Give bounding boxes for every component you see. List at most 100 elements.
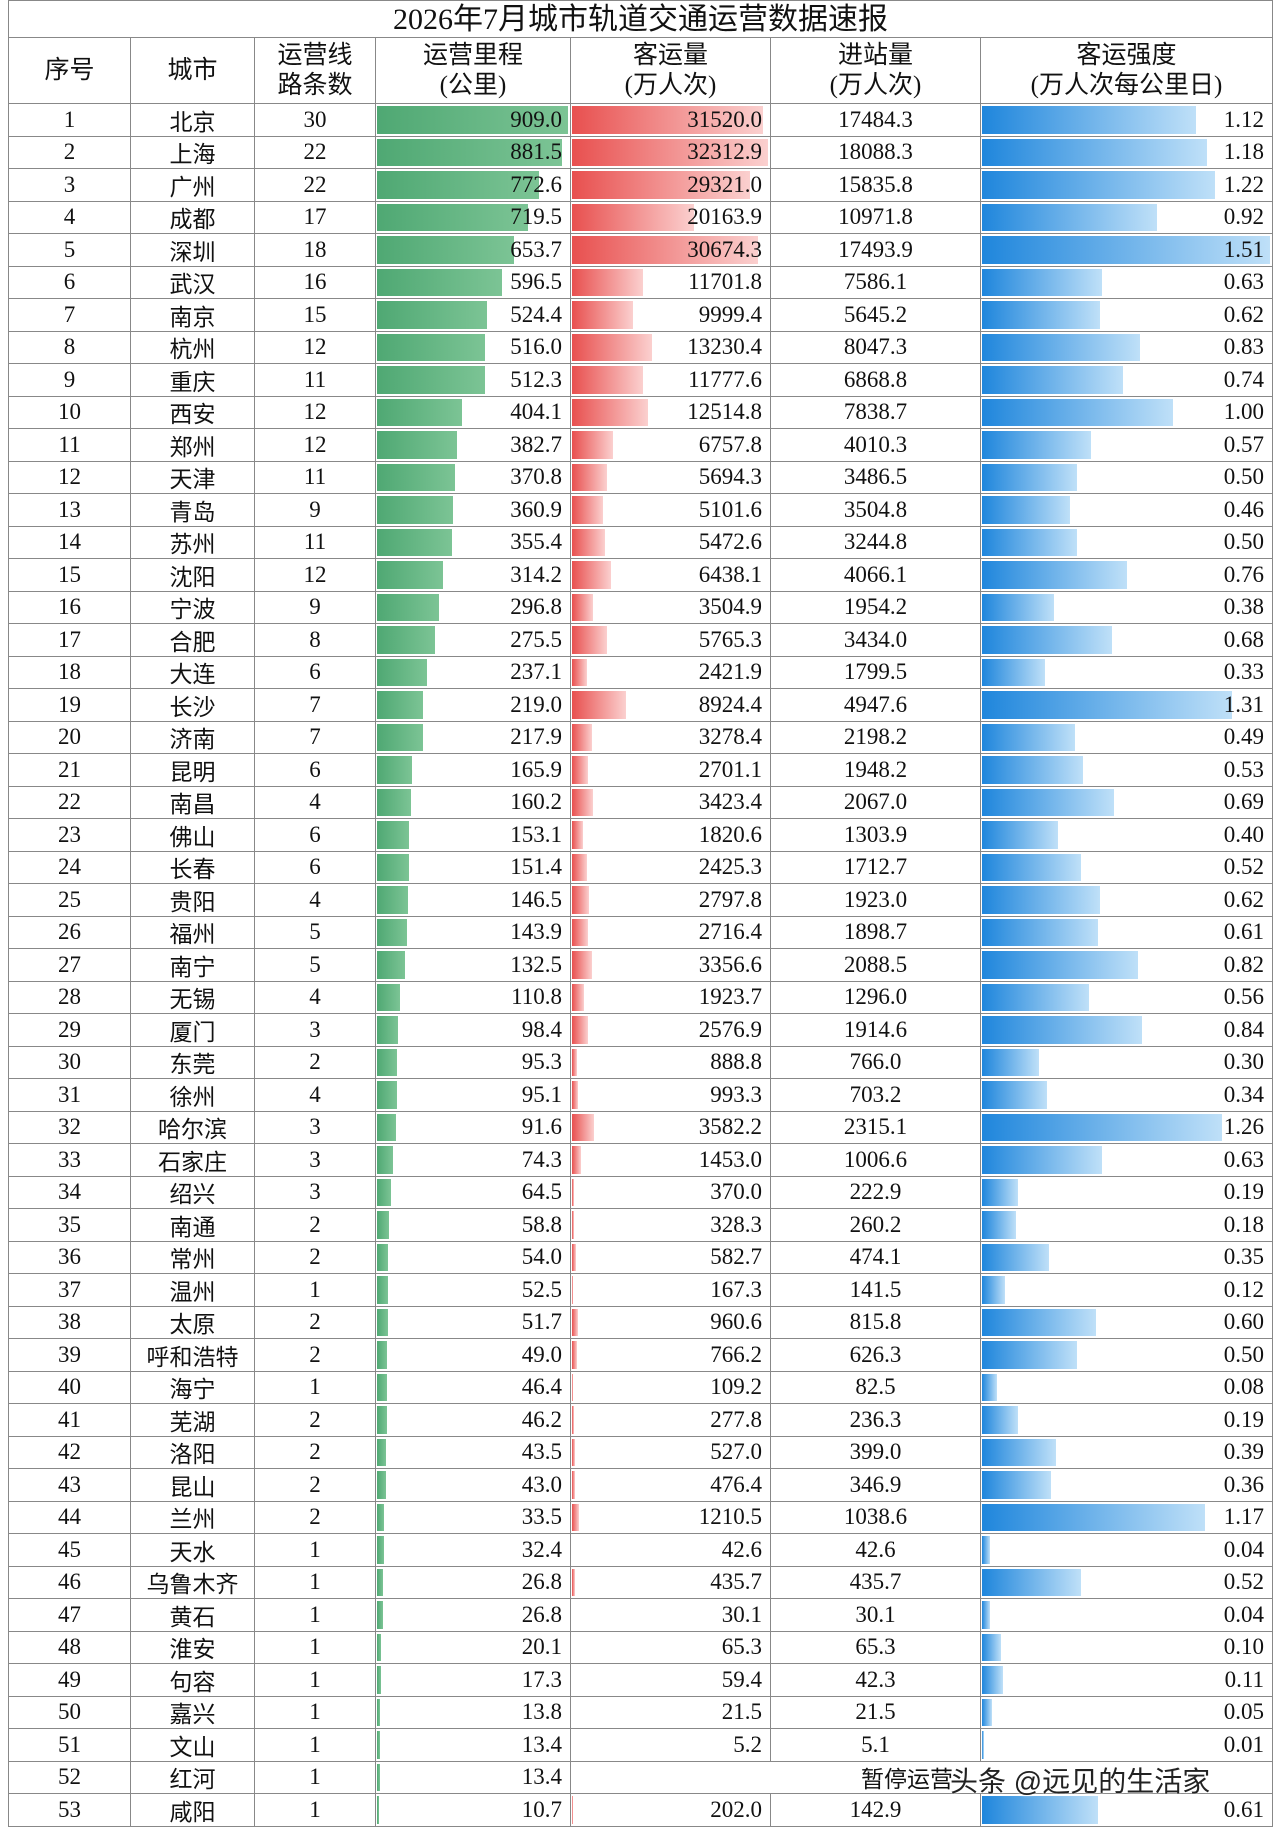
data-bar bbox=[982, 1373, 998, 1401]
table-cell: 0.74 bbox=[981, 364, 1273, 397]
cell-text: 7 bbox=[309, 724, 321, 750]
cell-text: 909.0 bbox=[510, 106, 562, 132]
header-cell: 客运强度 (万人次每公里日) bbox=[981, 38, 1273, 104]
cell-text: 1 bbox=[309, 1699, 321, 1725]
cell-text: 53 bbox=[58, 1796, 81, 1822]
data-bar bbox=[377, 366, 485, 394]
table-cell: 435.7 bbox=[571, 1566, 771, 1599]
cell-text: 2 bbox=[309, 1504, 321, 1530]
table-cell: 703.2 bbox=[771, 1079, 981, 1112]
cell-text: 1799.5 bbox=[843, 659, 908, 685]
table-cell: 0.68 bbox=[981, 624, 1273, 657]
cell-text: 文山 bbox=[169, 1734, 216, 1760]
table-cell: 0.62 bbox=[981, 884, 1273, 917]
cell-text: 2701.1 bbox=[698, 756, 762, 782]
table-cell: 382.7 bbox=[376, 429, 571, 462]
cell-text: 3278.4 bbox=[698, 724, 762, 750]
table-cell: 0.61 bbox=[981, 916, 1273, 949]
table-cell: 82.5 bbox=[771, 1371, 981, 1404]
cell-text: 2 bbox=[309, 1244, 321, 1270]
table-cell: 20163.9 bbox=[571, 201, 771, 234]
table-cell: 146.5 bbox=[376, 884, 571, 917]
note-cell: 暂停运营 bbox=[571, 1761, 1273, 1794]
table-cell: 16 bbox=[255, 266, 376, 299]
table-cell: 石家庄 bbox=[131, 1144, 255, 1177]
data-bar bbox=[377, 1438, 387, 1466]
table-cell: 8047.3 bbox=[771, 331, 981, 364]
header-text: 进站量 bbox=[837, 41, 913, 69]
cell-text: 370.0 bbox=[710, 1179, 762, 1205]
cell-text: 29 bbox=[58, 1016, 81, 1042]
header-text: 序号 bbox=[44, 56, 95, 84]
table-cell: 35 bbox=[8, 1209, 131, 1242]
table-cell: 31520.0 bbox=[571, 104, 771, 137]
data-bar bbox=[572, 951, 593, 979]
cell-text: 49.0 bbox=[521, 1341, 562, 1367]
table-cell: 1898.7 bbox=[771, 916, 981, 949]
data-bar bbox=[572, 723, 592, 751]
data-bar bbox=[377, 1763, 380, 1791]
data-bar bbox=[982, 106, 1196, 134]
data-bar bbox=[982, 1016, 1143, 1044]
data-bar bbox=[982, 203, 1158, 231]
data-bar bbox=[982, 301, 1101, 329]
data-bar bbox=[982, 1243, 1049, 1271]
cell-text: 370.8 bbox=[510, 464, 562, 490]
table-cell: 0.33 bbox=[981, 656, 1273, 689]
cell-text: 719.5 bbox=[510, 204, 562, 230]
cell-text: 0.76 bbox=[1223, 561, 1264, 587]
cell-text: 济南 bbox=[169, 727, 216, 753]
cell-text: 0.19 bbox=[1223, 1406, 1264, 1432]
data-bar bbox=[982, 1308, 1097, 1336]
table-cell: 13.4 bbox=[376, 1761, 571, 1794]
cell-text: 8924.4 bbox=[698, 691, 762, 717]
cell-text: 703.2 bbox=[849, 1081, 902, 1107]
cell-text: 142.9 bbox=[849, 1796, 902, 1822]
table-cell: 36 bbox=[8, 1241, 131, 1274]
table-cell: 青岛 bbox=[131, 494, 255, 527]
table-cell: 1 bbox=[255, 1566, 376, 1599]
table-cell: 徐州 bbox=[131, 1079, 255, 1112]
cell-text: 0.35 bbox=[1223, 1244, 1264, 1270]
table-cell: 海宁 bbox=[131, 1371, 255, 1404]
data-bar bbox=[982, 1081, 1047, 1109]
cell-text: 20163.9 bbox=[687, 204, 762, 230]
table-cell: 0.36 bbox=[981, 1469, 1273, 1502]
table-cell: 4066.1 bbox=[771, 559, 981, 592]
cell-text: 石家庄 bbox=[158, 1149, 227, 1175]
cell-text: 2067.0 bbox=[843, 789, 908, 815]
cell-text: 5.2 bbox=[733, 1731, 762, 1757]
data-bar bbox=[572, 528, 606, 556]
cell-text: 1.22 bbox=[1223, 171, 1264, 197]
table-cell: 38 bbox=[8, 1306, 131, 1339]
data-bar bbox=[377, 398, 462, 426]
cell-text: 32312.9 bbox=[687, 139, 762, 165]
watermark: 头条 @远见的生活家 bbox=[950, 1765, 1211, 1797]
cell-text: 6757.8 bbox=[698, 431, 762, 457]
cell-text: 881.5 bbox=[510, 139, 562, 165]
cell-text: 42.6 bbox=[721, 1536, 762, 1562]
cell-text: 26.8 bbox=[521, 1601, 562, 1627]
cell-text: 苏州 bbox=[169, 532, 216, 558]
data-bar bbox=[572, 1471, 575, 1499]
header-text: 运营线 bbox=[277, 41, 353, 69]
cell-text: 4 bbox=[309, 886, 321, 912]
cell-text: 深圳 bbox=[169, 239, 216, 265]
data-bar bbox=[377, 561, 444, 589]
data-bar bbox=[982, 1796, 1099, 1824]
table-cell: 26 bbox=[8, 916, 131, 949]
cell-text: 41 bbox=[58, 1406, 81, 1432]
table-cell: 31 bbox=[8, 1079, 131, 1112]
cell-text: 2797.8 bbox=[698, 886, 762, 912]
table-cell: 温州 bbox=[131, 1274, 255, 1307]
cell-text: 35 bbox=[58, 1211, 81, 1237]
data-bar bbox=[377, 1211, 390, 1239]
cell-text: 237.1 bbox=[510, 659, 562, 685]
table-cell: 南昌 bbox=[131, 786, 255, 819]
cell-text: 西安 bbox=[169, 402, 216, 428]
cell-text: 0.04 bbox=[1223, 1601, 1264, 1627]
table-cell: 11701.8 bbox=[571, 266, 771, 299]
data-bar bbox=[572, 1503, 580, 1531]
table-cell: 济南 bbox=[131, 721, 255, 754]
data-bar bbox=[572, 886, 589, 914]
